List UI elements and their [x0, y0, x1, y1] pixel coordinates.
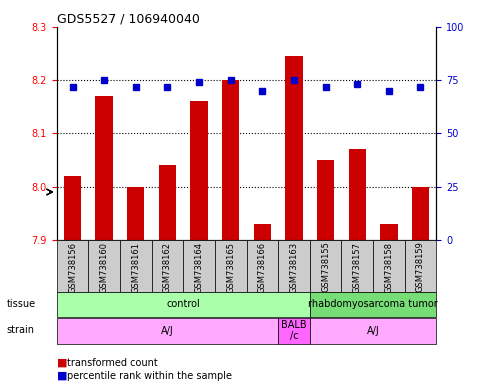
Bar: [412, 187, 429, 240]
Bar: [57, 318, 278, 344]
Bar: [349, 149, 366, 240]
Text: transformed count: transformed count: [67, 358, 157, 368]
Text: A/J: A/J: [367, 326, 380, 336]
Text: tissue: tissue: [6, 299, 35, 310]
Bar: [285, 56, 303, 240]
Text: GSM738157: GSM738157: [352, 242, 362, 293]
Text: control: control: [166, 299, 200, 310]
Text: GSM738162: GSM738162: [163, 242, 172, 293]
Bar: [57, 240, 88, 292]
Bar: [127, 187, 144, 240]
Bar: [222, 80, 240, 240]
Text: GSM738164: GSM738164: [195, 242, 204, 293]
Bar: [253, 224, 271, 240]
Bar: [215, 240, 246, 292]
Bar: [190, 101, 208, 240]
Text: GDS5527 / 106940040: GDS5527 / 106940040: [57, 13, 200, 26]
Bar: [373, 240, 405, 292]
Bar: [341, 240, 373, 292]
Bar: [64, 176, 81, 240]
Text: GSM738166: GSM738166: [258, 242, 267, 293]
Bar: [310, 240, 341, 292]
Text: GSM738158: GSM738158: [385, 242, 393, 293]
Text: GSM738160: GSM738160: [100, 242, 108, 293]
Bar: [96, 96, 113, 240]
Text: GSM738161: GSM738161: [131, 242, 141, 293]
Bar: [246, 240, 278, 292]
Bar: [57, 292, 310, 317]
Bar: [278, 318, 310, 344]
Text: GSM738163: GSM738163: [289, 242, 298, 293]
Text: GSM738165: GSM738165: [226, 242, 235, 293]
Bar: [380, 224, 397, 240]
Bar: [278, 240, 310, 292]
Text: percentile rank within the sample: percentile rank within the sample: [67, 371, 232, 381]
Text: BALB
/c: BALB /c: [281, 320, 307, 341]
Text: A/J: A/J: [161, 326, 174, 336]
Bar: [183, 240, 215, 292]
Bar: [317, 160, 334, 240]
Bar: [152, 240, 183, 292]
Text: strain: strain: [6, 325, 35, 335]
Text: ■: ■: [57, 358, 67, 368]
Bar: [88, 240, 120, 292]
Text: rhabdomyosarcoma tumor: rhabdomyosarcoma tumor: [308, 299, 438, 310]
Bar: [310, 292, 436, 317]
Text: GSM738156: GSM738156: [68, 242, 77, 293]
Text: ■: ■: [57, 371, 67, 381]
Bar: [159, 166, 176, 240]
Bar: [405, 240, 436, 292]
Bar: [120, 240, 152, 292]
Text: GSM738155: GSM738155: [321, 242, 330, 293]
Bar: [310, 318, 436, 344]
Text: GSM738159: GSM738159: [416, 242, 425, 293]
